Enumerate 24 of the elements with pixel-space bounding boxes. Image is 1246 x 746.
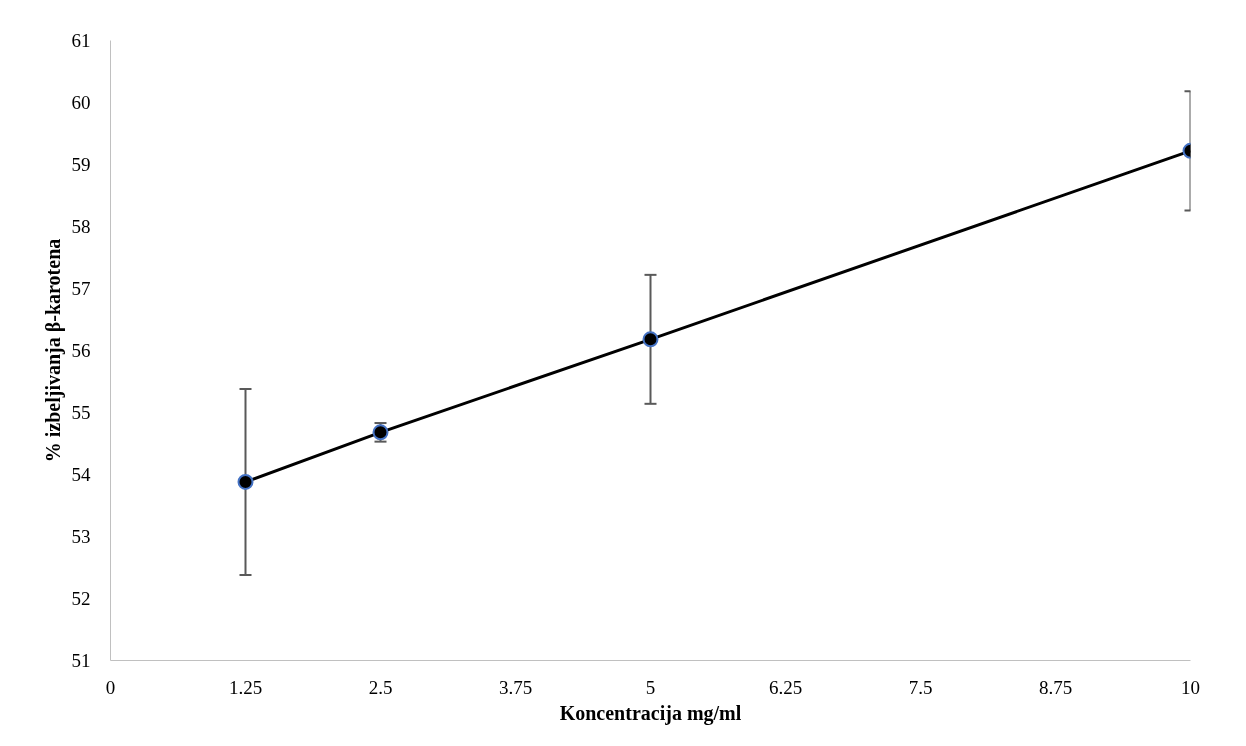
x-axis-title: Koncentracija mg/ml bbox=[559, 701, 742, 725]
point bbox=[237, 473, 254, 490]
y-tick-label: 54 bbox=[71, 464, 91, 485]
y-tick-label: 59 bbox=[71, 154, 91, 175]
y-tick-label: 52 bbox=[71, 588, 91, 609]
x-tick-label: 7.5 bbox=[908, 676, 933, 698]
x-tick-label: 5 bbox=[645, 676, 656, 698]
y-tick-label: 57 bbox=[71, 278, 91, 299]
x-tick-label: 3.75 bbox=[498, 676, 533, 698]
x-tick-label: 2.5 bbox=[368, 676, 393, 698]
x-tick-label: 6.25 bbox=[768, 676, 803, 698]
x-tick-label: 1.25 bbox=[228, 676, 263, 698]
y-tick-label: 53 bbox=[71, 526, 91, 547]
y-tick-label: 55 bbox=[71, 402, 91, 423]
point bbox=[642, 331, 659, 348]
y-tick-label: 60 bbox=[71, 92, 91, 113]
x-tick-label: 10 bbox=[1181, 676, 1200, 698]
y-tick-label: 58 bbox=[71, 216, 91, 237]
y-tick-label: 51 bbox=[71, 650, 91, 671]
y-tick-label: 61 bbox=[71, 30, 91, 51]
x-tick-label: 0 bbox=[105, 676, 116, 698]
y-tick-label: 56 bbox=[71, 340, 91, 361]
x-tick-label: 8.75 bbox=[1038, 676, 1073, 698]
y-axis-title: % izbeljivanja β-karotena bbox=[41, 238, 65, 463]
